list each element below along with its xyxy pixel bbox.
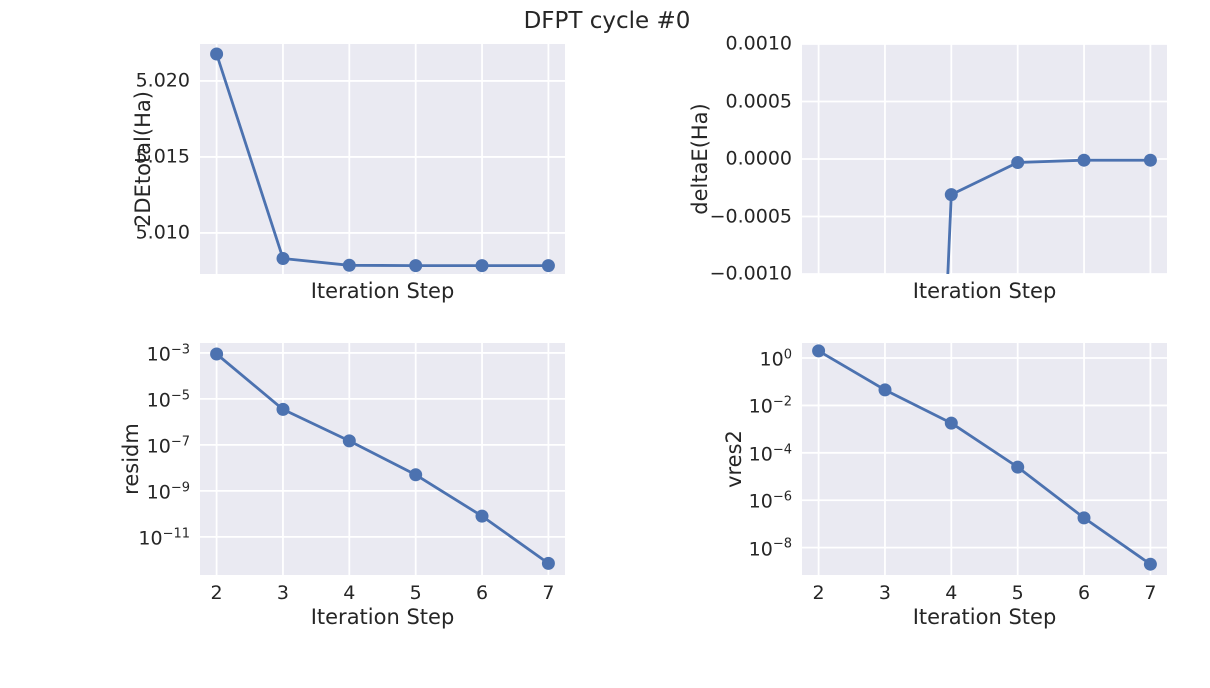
y-tick-label: 5.020 <box>135 69 190 92</box>
data-point <box>541 556 555 570</box>
y-axis-label: vres2 <box>722 430 746 488</box>
x-tick-label: 5 <box>409 582 422 604</box>
y-tick-label: 10−2 <box>748 394 792 418</box>
data-point <box>342 258 356 272</box>
data-point <box>276 252 290 265</box>
y-axis-label: 2DEtotal(Ha) <box>131 91 155 227</box>
y-tick-label: −0.0005 <box>709 205 792 228</box>
x-tick-label: 2 <box>210 582 223 604</box>
y-tick-label: 0.0005 <box>725 90 792 113</box>
y-tick-exponent: −7 <box>170 434 190 450</box>
x-tick-label: 3 <box>878 582 891 604</box>
data-point <box>1077 511 1091 525</box>
y-tick-exponent: −8 <box>772 537 792 553</box>
y-tick-label: 10−11 <box>138 526 190 550</box>
y-tick-label: −0.0010 <box>709 262 792 285</box>
y-axis-label: residm <box>119 423 143 495</box>
data-point <box>475 509 489 523</box>
y-tick-label: 10−4 <box>748 442 792 466</box>
data-point <box>878 383 892 397</box>
subplot-vres2-canvas <box>802 343 1167 575</box>
data-point <box>210 47 224 61</box>
y-tick-exponent: 0 <box>783 347 792 363</box>
y-tick-exponent: −4 <box>772 442 792 458</box>
y-tick-label: 0.0010 <box>725 32 792 55</box>
y-tick-label: 10−8 <box>748 537 792 561</box>
data-point <box>276 402 290 416</box>
data-point <box>541 259 555 273</box>
x-tick-label: 6 <box>1077 582 1091 604</box>
y-tick-label: 10−3 <box>146 342 190 366</box>
x-tick-label: 2 <box>812 582 825 604</box>
data-point <box>944 188 958 202</box>
y-tick-label: 10−6 <box>748 489 792 513</box>
subplot-deltae-canvas <box>802 44 1167 274</box>
x-tick-label: 6 <box>475 582 489 604</box>
data-line-residm <box>215 352 550 565</box>
y-tick-exponent: −11 <box>162 526 190 542</box>
y-tick-label: 10−5 <box>146 388 190 412</box>
data-line-2detotal <box>215 52 550 268</box>
data-point <box>342 434 356 448</box>
x-tick-label: 4 <box>945 582 958 604</box>
data-line-vres2 <box>817 349 1152 566</box>
x-tick-label: 4 <box>343 582 356 604</box>
data-point <box>944 416 958 430</box>
y-tick-exponent: −6 <box>772 489 792 505</box>
data-point <box>1143 153 1157 167</box>
x-tick-label: 3 <box>276 582 289 604</box>
x-axis-label: Iteration Step <box>912 605 1057 629</box>
y-tick-label: 5.010 <box>135 221 190 244</box>
data-point <box>409 468 423 482</box>
data-point <box>210 347 224 361</box>
data-point <box>1143 557 1157 571</box>
y-tick-label: 10−7 <box>146 434 190 458</box>
data-point <box>1077 153 1091 167</box>
x-tick-label: 7 <box>542 582 555 604</box>
y-axis-label: deltaE(Ha) <box>688 103 712 215</box>
x-axis-label: Iteration Step <box>912 279 1057 303</box>
y-tick-label: 5.015 <box>135 145 190 168</box>
y-tick-exponent: −5 <box>170 388 190 404</box>
subplot-residm-canvas <box>200 343 565 575</box>
data-point <box>409 259 423 273</box>
figure-title: DFPT cycle #0 <box>523 8 691 34</box>
subplot-2detotal-canvas <box>200 44 565 274</box>
x-axis-label: Iteration Step <box>310 279 455 303</box>
axes-background <box>802 343 1167 575</box>
data-point <box>475 259 489 273</box>
y-tick-exponent: −3 <box>170 342 190 358</box>
x-tick-label: 7 <box>1144 582 1157 604</box>
data-point <box>812 344 826 358</box>
data-point <box>1011 460 1025 474</box>
y-tick-label: 0.0000 <box>725 147 792 170</box>
y-tick-label: 100 <box>759 347 792 371</box>
y-tick-label: 10−9 <box>146 480 190 504</box>
x-tick-label: 5 <box>1011 582 1024 604</box>
axes-background <box>200 44 565 274</box>
y-tick-exponent: −2 <box>772 394 792 410</box>
y-tick-exponent: −9 <box>170 480 190 496</box>
x-axis-label: Iteration Step <box>310 605 455 629</box>
data-point <box>1011 156 1025 169</box>
